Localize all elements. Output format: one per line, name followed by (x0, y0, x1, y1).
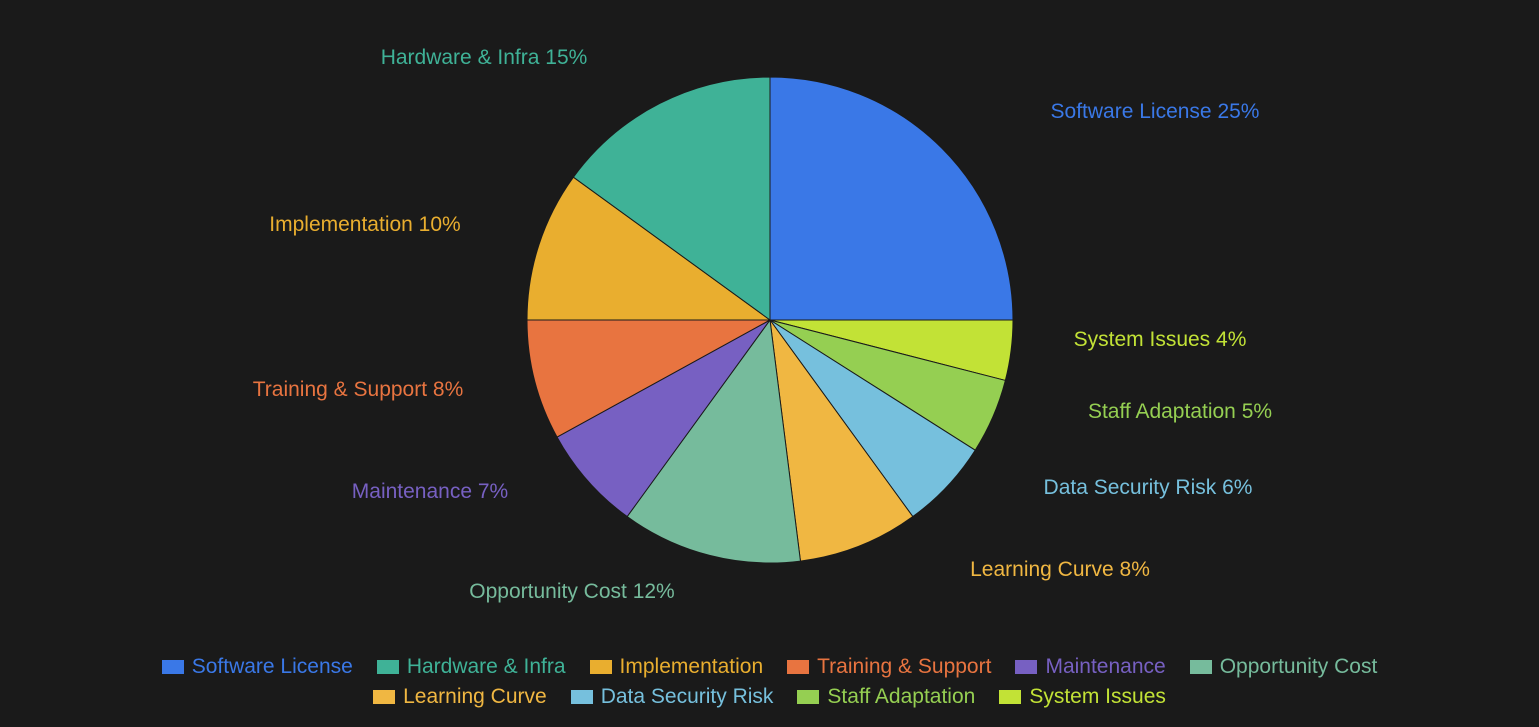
legend-item[interactable]: Maintenance (1015, 655, 1165, 679)
legend-swatch (1015, 660, 1037, 674)
legend-item[interactable]: Learning Curve (373, 685, 547, 709)
legend-label: Learning Curve (403, 685, 547, 709)
legend-label: Software License (192, 655, 353, 679)
legend-item[interactable]: Hardware & Infra (377, 655, 566, 679)
pie-chart-container: Software License 25%System Issues 4%Staf… (0, 0, 1539, 727)
legend-swatch (590, 660, 612, 674)
legend-swatch (571, 690, 593, 704)
legend-swatch (162, 660, 184, 674)
legend-swatch (787, 660, 809, 674)
legend-item[interactable]: Software License (162, 655, 353, 679)
legend-item[interactable]: System Issues (999, 685, 1166, 709)
legend-label: Maintenance (1045, 655, 1165, 679)
legend-swatch (373, 690, 395, 704)
legend-label: Training & Support (817, 655, 991, 679)
legend-swatch (377, 660, 399, 674)
legend-swatch (1190, 660, 1212, 674)
legend-item[interactable]: Training & Support (787, 655, 991, 679)
chart-legend: Software License Hardware & Infra Implemen… (0, 655, 1539, 709)
legend-item[interactable]: Implementation (590, 655, 764, 679)
legend-swatch (999, 690, 1021, 704)
legend-label: Opportunity Cost (1220, 655, 1378, 679)
legend-swatch (797, 690, 819, 704)
legend-label: Data Security Risk (601, 685, 774, 709)
legend-item[interactable]: Opportunity Cost (1190, 655, 1378, 679)
legend-item[interactable]: Data Security Risk (571, 685, 774, 709)
legend-item[interactable]: Staff Adaptation (797, 685, 975, 709)
pie-chart-svg (0, 0, 1539, 727)
legend-label: Staff Adaptation (827, 685, 975, 709)
legend-label: System Issues (1029, 685, 1166, 709)
pie-slice[interactable] (770, 77, 1013, 320)
legend-label: Hardware & Infra (407, 655, 566, 679)
legend-label: Implementation (620, 655, 764, 679)
